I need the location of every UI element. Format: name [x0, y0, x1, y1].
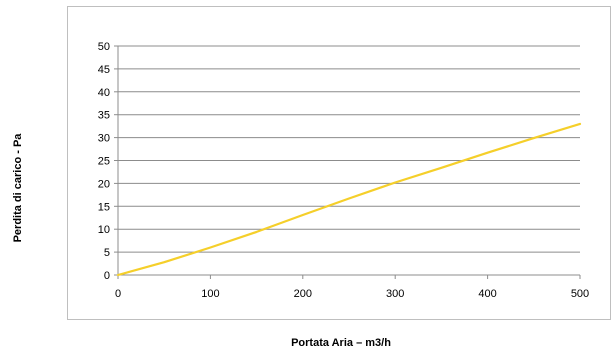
x-tick-label: 300: [386, 288, 404, 300]
y-tick-label: 40: [98, 87, 110, 99]
y-tick-label: 30: [98, 133, 110, 145]
y-tick-label: 25: [98, 156, 110, 168]
x-tick-label: 500: [571, 288, 589, 300]
x-tick-label: 0: [115, 288, 121, 300]
x-tick-label: 100: [201, 288, 219, 300]
y-tick-label: 35: [98, 110, 110, 122]
x-tick-label: 200: [294, 288, 312, 300]
series-layer: [116, 122, 582, 277]
y-tick-label: 0: [104, 270, 110, 282]
y-axis-title: Perdita di carico - Pa: [12, 133, 24, 243]
gridlines: [118, 45, 580, 253]
x-tick-label: 400: [478, 288, 496, 300]
chart-area: [67, 6, 611, 320]
axes: [114, 45, 581, 279]
y-tick-label: 50: [98, 41, 110, 53]
y-tick-label: 5: [104, 247, 110, 259]
y-tick-label: 15: [98, 201, 110, 213]
y-tick-label: 20: [98, 178, 110, 190]
x-axis-title: Portata Aria – m3/h: [291, 337, 391, 349]
series-line: [116, 122, 582, 277]
y-tick-label: 45: [98, 64, 110, 76]
y-tick-label: 10: [98, 224, 110, 236]
